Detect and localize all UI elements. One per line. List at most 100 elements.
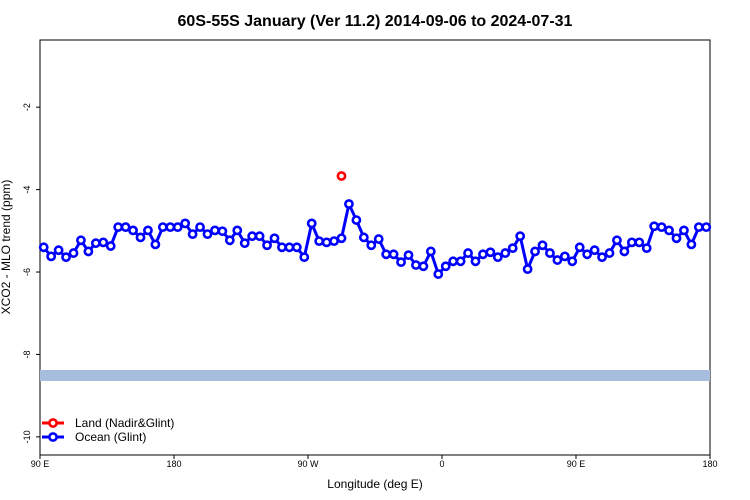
data-point [485, 247, 496, 258]
data-point [202, 229, 213, 240]
data-point [686, 239, 697, 250]
data-point [53, 245, 64, 256]
data-point [284, 242, 295, 253]
plot-area [38, 171, 712, 279]
data-point [530, 246, 540, 257]
data-point [150, 239, 161, 250]
data-point [649, 221, 660, 232]
data-point [552, 255, 563, 265]
data-point [83, 246, 94, 257]
data-point [373, 234, 384, 244]
data-point [143, 225, 153, 236]
data-point [247, 231, 258, 242]
data-point [411, 260, 421, 270]
x-tick-label: 90 W [297, 459, 319, 469]
data-point [187, 229, 198, 240]
data-point [195, 222, 205, 233]
data-point [567, 256, 578, 267]
data-point [478, 249, 488, 260]
legend-swatch [48, 418, 58, 428]
x-axis-label: Longitude (deg E) [327, 477, 422, 491]
data-point [232, 225, 243, 236]
data-point [113, 222, 124, 233]
y-axis-label: XCO2 - MLO trend (ppm) [0, 180, 13, 315]
data-point [291, 242, 302, 253]
data-point [574, 242, 585, 253]
data-point [522, 264, 533, 275]
x-tick-label: 90 E [31, 459, 50, 469]
data-point [277, 242, 287, 253]
data-point [76, 235, 86, 246]
data-point [507, 243, 518, 254]
data-point [559, 251, 570, 262]
y-tick-label: -2 [22, 103, 32, 111]
data-point [358, 232, 369, 243]
data-point [597, 252, 607, 263]
data-point [239, 238, 250, 249]
data-point [165, 222, 176, 233]
data-point [582, 249, 593, 260]
data-point [262, 240, 272, 251]
x-tick-label: 0 [439, 459, 444, 469]
data-point [589, 245, 600, 256]
data-point [329, 236, 339, 247]
y-tick-label: -8 [22, 350, 32, 358]
data-point [314, 236, 325, 247]
data-point [440, 261, 451, 272]
data-point [269, 233, 280, 244]
data-point [612, 235, 622, 246]
data-point [664, 225, 674, 236]
data-point [403, 250, 414, 261]
y-tick-label: -4 [22, 186, 32, 194]
data-point [306, 218, 317, 229]
data-point [396, 257, 406, 268]
legend-swatch [48, 432, 58, 442]
mask-band [40, 370, 710, 381]
data-point [351, 215, 362, 225]
data-point [433, 269, 444, 279]
data-point [679, 225, 689, 236]
data-point [626, 237, 637, 248]
data-point [388, 249, 399, 260]
data-point [381, 249, 392, 260]
data-point [470, 256, 481, 267]
data-point [537, 240, 548, 251]
data-point [515, 231, 526, 242]
data-point [492, 252, 503, 263]
data-point [68, 248, 79, 258]
x-tick-label: 180 [166, 459, 181, 469]
data-point [693, 222, 704, 233]
data-point [172, 222, 183, 233]
data-point [98, 237, 109, 248]
data-point [701, 222, 712, 233]
data-point [61, 252, 71, 263]
data-point [500, 248, 511, 258]
data-point [425, 246, 436, 257]
data-point [448, 256, 459, 267]
data-point [135, 232, 146, 243]
data-point [619, 246, 630, 257]
data-point [38, 242, 49, 253]
data-point [299, 252, 310, 263]
data-point [418, 261, 429, 272]
data-point [366, 240, 377, 251]
legend-label: Land (Nadir&Glint) [75, 416, 174, 430]
data-point [463, 248, 473, 258]
data-point [671, 233, 682, 244]
data-point [180, 218, 191, 229]
data-point [321, 237, 332, 248]
data-point [641, 243, 652, 254]
data-point [545, 248, 555, 258]
data-point [46, 251, 57, 262]
y-tick-label: -6 [22, 268, 32, 276]
x-tick-label: 180 [702, 459, 717, 469]
data-point [210, 225, 220, 236]
data-point [217, 226, 228, 237]
data-point [254, 231, 265, 242]
data-point [336, 171, 347, 181]
data-point [604, 248, 615, 258]
data-point [157, 222, 168, 233]
x-tick-label: 90 E [567, 459, 586, 469]
data-point [105, 241, 116, 251]
